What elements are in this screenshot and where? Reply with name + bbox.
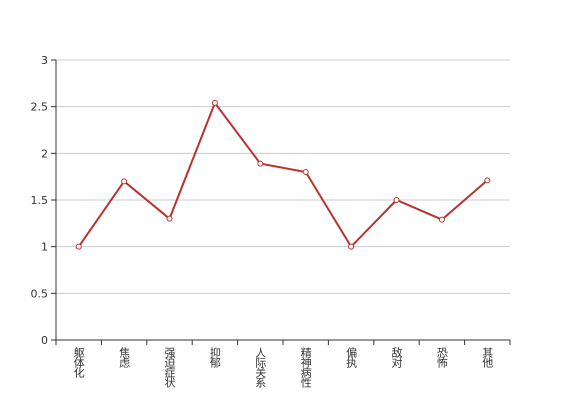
x-tick-label: 抑郁 [208,346,221,368]
point [348,243,355,250]
x-tick-label: 其他 [481,347,494,368]
y-tick-label: 0.5 [31,287,49,300]
point [257,160,264,167]
y-tick-label: 0 [41,334,48,347]
x-tick-label: 精神病性 [299,347,312,389]
point [211,99,218,106]
y-tick-label: 1 [41,241,48,254]
point [302,169,309,175]
y-tick-label: 2 [41,147,48,160]
x-tick-label: 焦虑 [118,347,131,368]
x-tick-label: 躯体化 [72,347,85,379]
x-tick-label: 偏执 [345,346,358,369]
x-tick-label: 敌对 [390,346,403,368]
line [77,100,488,249]
point [438,216,445,223]
y-tick-label: 3 [41,54,48,67]
point [166,215,173,222]
point [121,178,128,185]
x-tick-label: 强迫症状 [163,347,176,388]
y-tick-label: 2.5 [31,101,49,114]
x-tick-label: 人际关系 [254,347,267,388]
x-tick-label: 恐怖 [435,347,448,368]
point [484,177,491,184]
point [393,197,400,203]
point [75,243,82,250]
y-tick-label: 1.5 [31,194,49,207]
